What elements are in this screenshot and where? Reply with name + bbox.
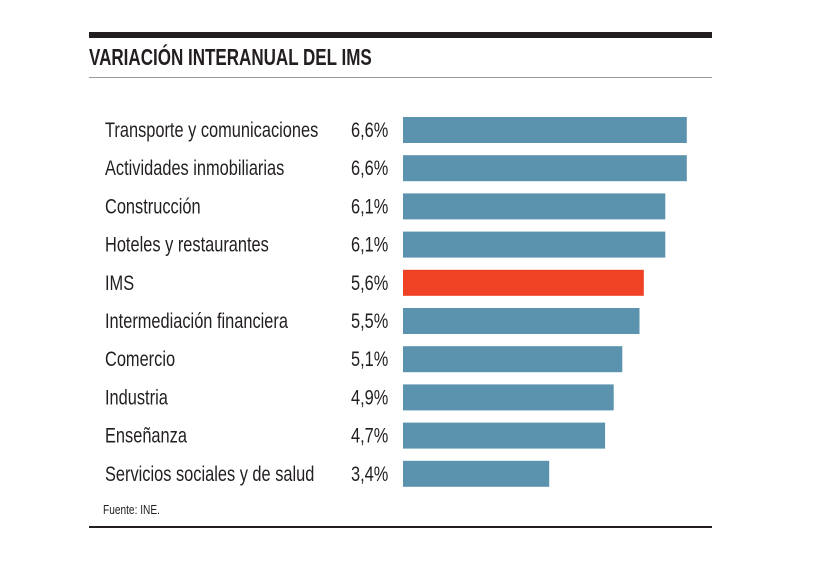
bar [403,155,687,182]
category-label: Construcción [105,194,201,217]
value-label: 5,5% [351,309,389,332]
bar [403,460,550,487]
value-label: 6,6% [351,156,389,179]
value-label: 4,9% [351,385,389,408]
top-rule [89,32,712,38]
bar [403,117,687,143]
title-divider [89,77,712,78]
chart-title: VARIACIÓN INTERANUAL DEL IMS [89,44,372,70]
category-label: Transporte y comunicaciones [105,118,318,141]
value-label: 4,7% [351,424,389,447]
category-label: Hoteles y restaurantes [105,233,269,256]
bar [403,384,614,411]
source-note: Fuente: INE. [103,502,160,517]
category-label: Intermediación financiera [105,309,288,332]
category-label: Servicios sociales y de salud [105,462,314,485]
value-label: 6,1% [351,194,389,217]
value-label: 5,6% [351,271,389,294]
category-label: Enseñanza [105,424,187,447]
bar [403,422,606,449]
category-label: Comercio [105,347,175,370]
value-label: 6,1% [351,233,389,256]
category-label: Actividades inmobiliarias [105,156,284,179]
bar [403,308,640,334]
category-label: IMS [105,271,134,294]
bar [403,269,644,296]
value-label: 5,1% [351,347,389,370]
bar [403,346,623,373]
bar [403,193,666,220]
value-label: 3,4% [351,462,389,485]
category-label: Industria [105,385,168,408]
bottom-rule [89,526,712,528]
bar [403,231,666,258]
value-label: 6,6% [351,118,389,141]
